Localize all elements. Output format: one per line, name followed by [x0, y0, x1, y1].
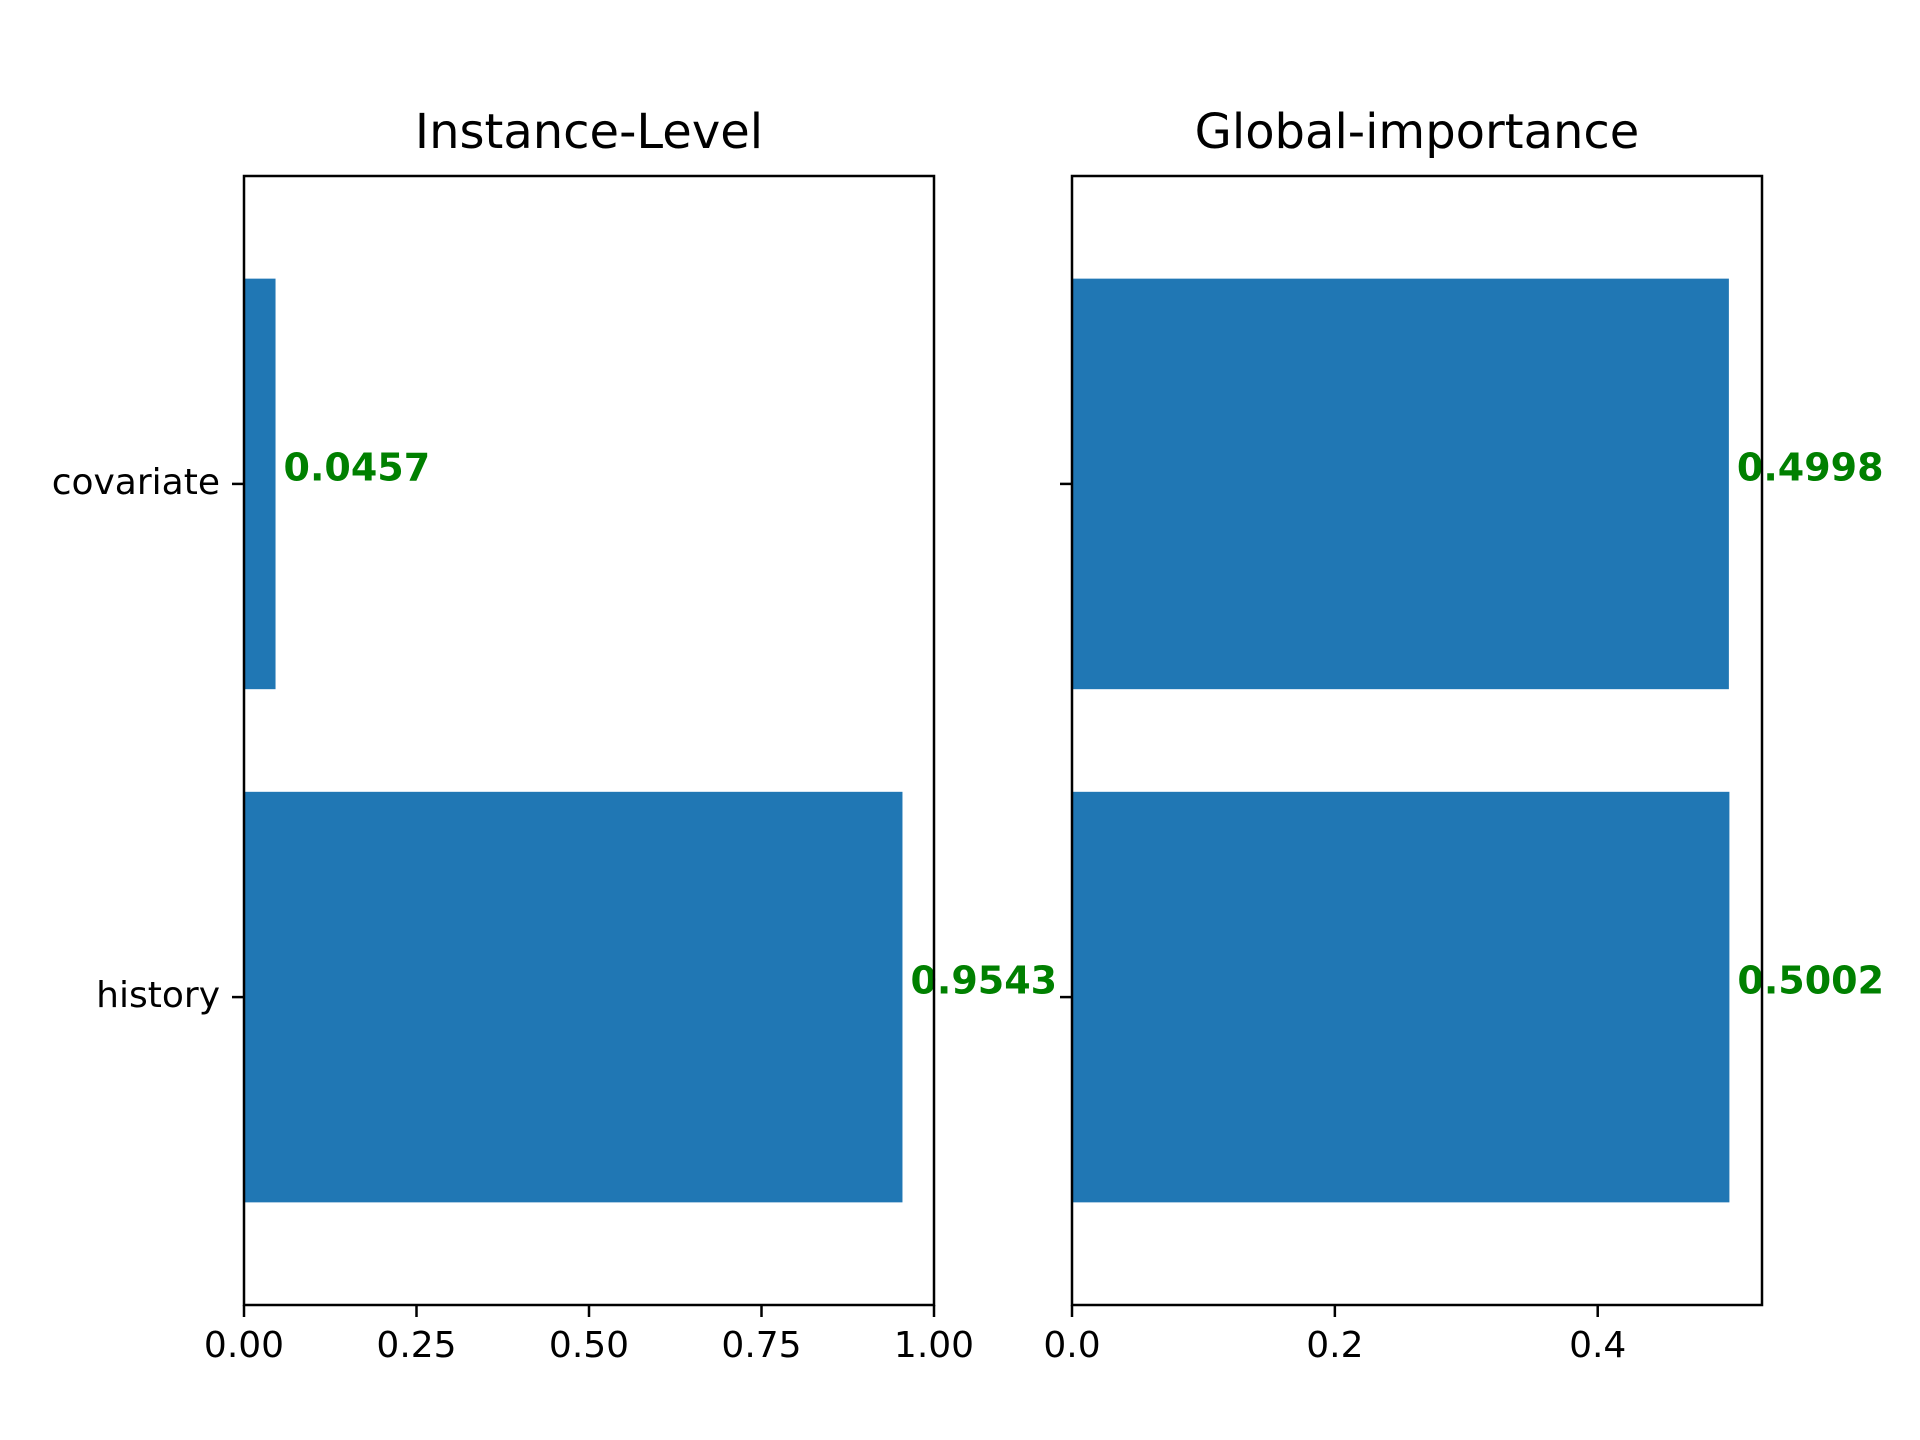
- bars-global-importance: [1072, 278, 1730, 1203]
- x-axis-instance-level: 0.00 0.25 0.50 0.75 1.00: [204, 1305, 974, 1366]
- panel-title-global-importance: Global-importance: [1195, 104, 1640, 160]
- bar-covariate: [1072, 278, 1729, 690]
- x-tick-label: 0.75: [721, 1325, 801, 1366]
- value-label-covariate: 0.0457: [284, 445, 431, 489]
- y-axis-global-importance: [1060, 482, 1072, 999]
- panel-instance-level: Instance-Level 0.9543 0.0457 history covar…: [52, 104, 1057, 1366]
- x-tick-label: 0.0: [1043, 1325, 1100, 1366]
- value-label-history: 0.9543: [910, 959, 1057, 1003]
- x-tick-label: 0.50: [549, 1325, 629, 1366]
- y-axis-instance-level: history covariate: [52, 462, 244, 1016]
- x-tick-label: 0.25: [376, 1325, 456, 1366]
- bar-history: [1072, 791, 1730, 1203]
- x-tick-label: 0.2: [1306, 1325, 1363, 1366]
- x-axis-global-importance: 0.0 0.2 0.4: [1043, 1305, 1626, 1366]
- bars-instance-level: [244, 278, 903, 1203]
- y-tick-label-covariate: covariate: [52, 462, 220, 503]
- value-label-covariate: 0.4998: [1737, 445, 1884, 489]
- axes-frame-global-importance: [1070, 174, 1764, 1307]
- value-label-history: 0.5002: [1737, 959, 1884, 1003]
- panel-title-instance-level: Instance-Level: [415, 104, 763, 160]
- x-tick-label: 0.4: [1569, 1325, 1626, 1366]
- bar-covariate: [244, 278, 276, 690]
- panel-global-importance: Global-importance 0.5002 0.4998 0.0 0.2 0.4: [1043, 104, 1884, 1366]
- x-tick-label: 0.00: [204, 1325, 284, 1366]
- bar-history: [244, 791, 903, 1203]
- x-tick-label: 1.00: [894, 1325, 974, 1366]
- y-tick-label-history: history: [96, 975, 220, 1016]
- axes-frame-instance-level: [242, 174, 936, 1307]
